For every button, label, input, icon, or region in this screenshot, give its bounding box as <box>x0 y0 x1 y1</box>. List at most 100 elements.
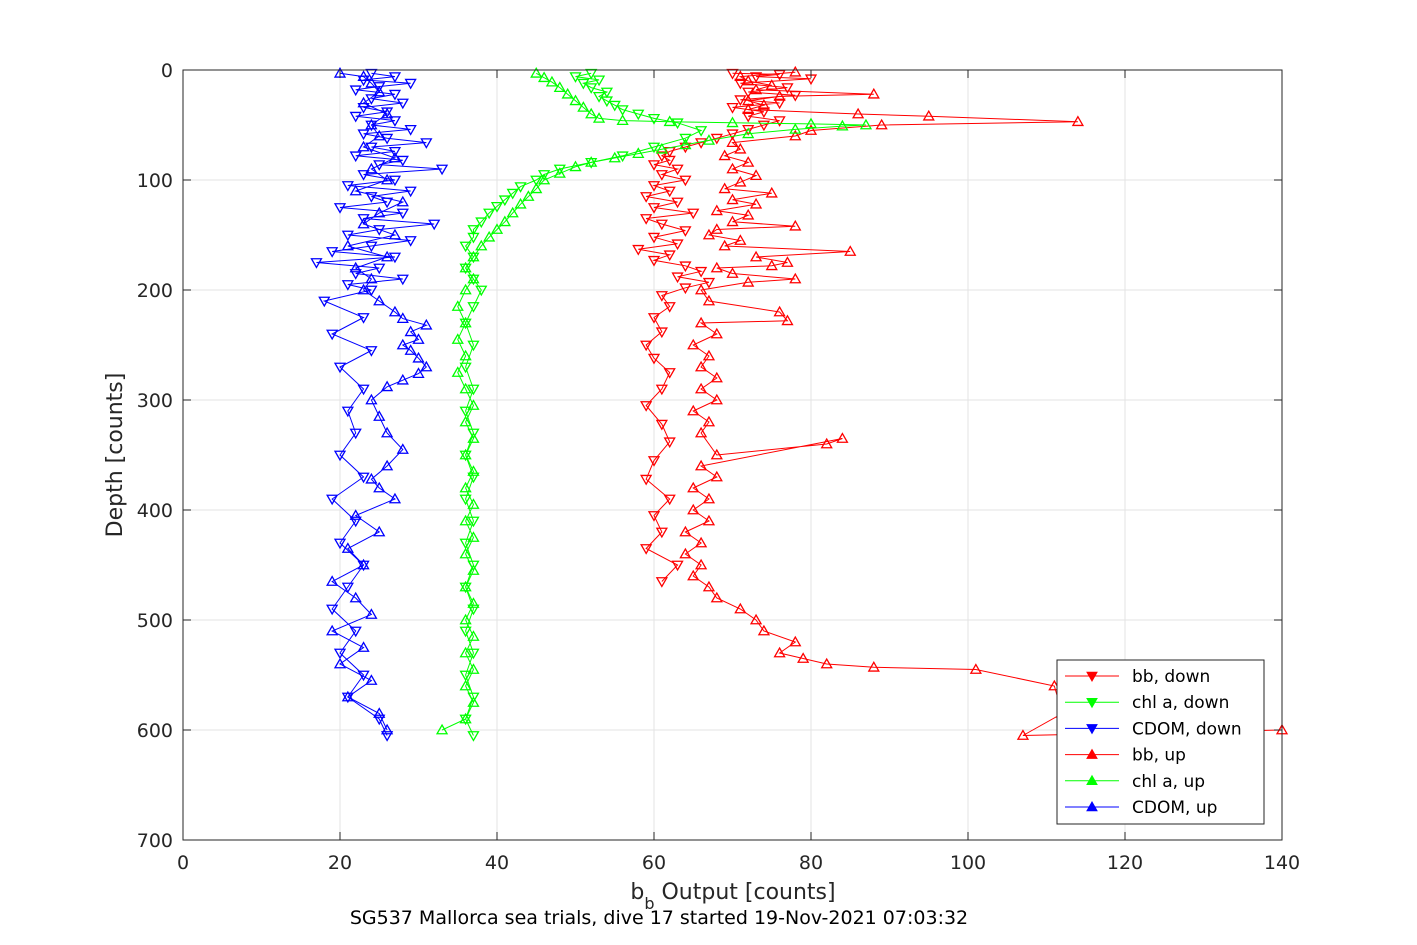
data-point <box>530 182 543 194</box>
data-point <box>679 133 692 145</box>
data-point <box>498 195 511 207</box>
data-point <box>326 575 339 586</box>
data-point <box>687 208 700 220</box>
data-point <box>647 456 661 467</box>
data-point <box>694 283 708 295</box>
data-point <box>702 349 716 361</box>
data-point <box>467 250 480 262</box>
data-point <box>679 226 692 237</box>
data-point <box>333 362 347 374</box>
data-point <box>726 162 739 174</box>
y-tick-label: 500 <box>137 610 173 632</box>
data-point <box>687 569 700 581</box>
data-point <box>341 542 354 553</box>
series-bb-down <box>632 68 818 588</box>
legend-label: chl a, down <box>1132 693 1229 713</box>
data-point <box>655 419 668 431</box>
data-point <box>380 731 394 742</box>
legend-marker <box>1086 774 1098 786</box>
data-point <box>655 384 668 396</box>
data-point <box>726 103 739 114</box>
data-point <box>404 78 417 90</box>
data-point <box>710 591 723 603</box>
x-axis-label-main: b <box>630 880 644 905</box>
data-point <box>671 197 684 209</box>
data-point <box>577 101 590 112</box>
data-point <box>396 312 409 324</box>
y-tick-label: 300 <box>137 390 173 412</box>
data-point <box>537 170 551 181</box>
legend-label: CDOM, up <box>1132 798 1217 818</box>
data-point <box>702 277 716 289</box>
data-point <box>616 105 629 116</box>
data-point <box>640 192 653 203</box>
data-point <box>467 630 480 641</box>
data-point <box>380 426 394 438</box>
data-point <box>836 119 849 131</box>
x-tick-label: 80 <box>799 852 823 874</box>
data-point <box>726 136 739 148</box>
data-point <box>773 646 786 658</box>
data-point <box>742 94 755 106</box>
data-point <box>851 107 865 119</box>
y-tick-label: 0 <box>161 60 173 82</box>
data-point <box>679 261 692 273</box>
data-point <box>694 382 708 394</box>
data-point <box>341 582 354 594</box>
legend-marker <box>1086 724 1098 735</box>
data-point <box>687 338 700 350</box>
data-point <box>553 81 566 92</box>
data-point <box>632 109 645 121</box>
data-point <box>710 327 723 339</box>
data-point <box>765 259 778 271</box>
data-point <box>789 272 802 284</box>
data-point <box>694 536 708 548</box>
data-point <box>388 305 402 317</box>
data-point <box>530 175 543 187</box>
data-point <box>718 149 731 161</box>
data-point <box>1016 729 1030 740</box>
data-point <box>380 380 394 392</box>
data-point <box>530 66 543 78</box>
figure-subtitle: SG537 Mallorca sea trials, dive 17 start… <box>350 907 968 929</box>
data-point <box>365 393 378 405</box>
data-point <box>569 72 582 83</box>
data-point <box>341 406 354 418</box>
data-point <box>388 252 402 264</box>
data-point <box>373 410 386 421</box>
data-point <box>789 129 802 141</box>
data-point <box>757 98 771 110</box>
y-axis-label: Depth [counts] <box>103 373 128 538</box>
data-point <box>459 481 472 493</box>
data-point <box>459 626 472 638</box>
data-point <box>663 437 676 449</box>
series-chl-a-up <box>435 66 873 735</box>
data-point <box>757 120 771 132</box>
data-point <box>318 296 331 308</box>
data-point <box>749 613 763 625</box>
x-axis-label-rest: Output [counts] <box>655 880 836 905</box>
series-layer <box>310 65 1289 742</box>
data-point <box>922 109 935 121</box>
data-point <box>333 657 347 669</box>
data-point <box>789 123 802 134</box>
data-point <box>333 648 347 660</box>
x-tick-label: 60 <box>642 852 666 874</box>
data-point <box>647 203 661 214</box>
data-point <box>373 85 386 97</box>
data-point <box>373 525 386 537</box>
data-point <box>412 333 425 344</box>
data-point <box>459 580 472 592</box>
data-point <box>310 258 323 269</box>
data-point <box>804 117 818 129</box>
data-point <box>702 228 716 240</box>
data-point <box>404 125 417 136</box>
data-point <box>396 155 409 167</box>
data-point <box>459 670 472 682</box>
data-point <box>412 367 425 379</box>
data-point <box>749 250 763 262</box>
data-point <box>341 690 354 702</box>
data-point <box>718 182 731 194</box>
data-point <box>349 151 362 163</box>
data-point <box>742 275 755 287</box>
